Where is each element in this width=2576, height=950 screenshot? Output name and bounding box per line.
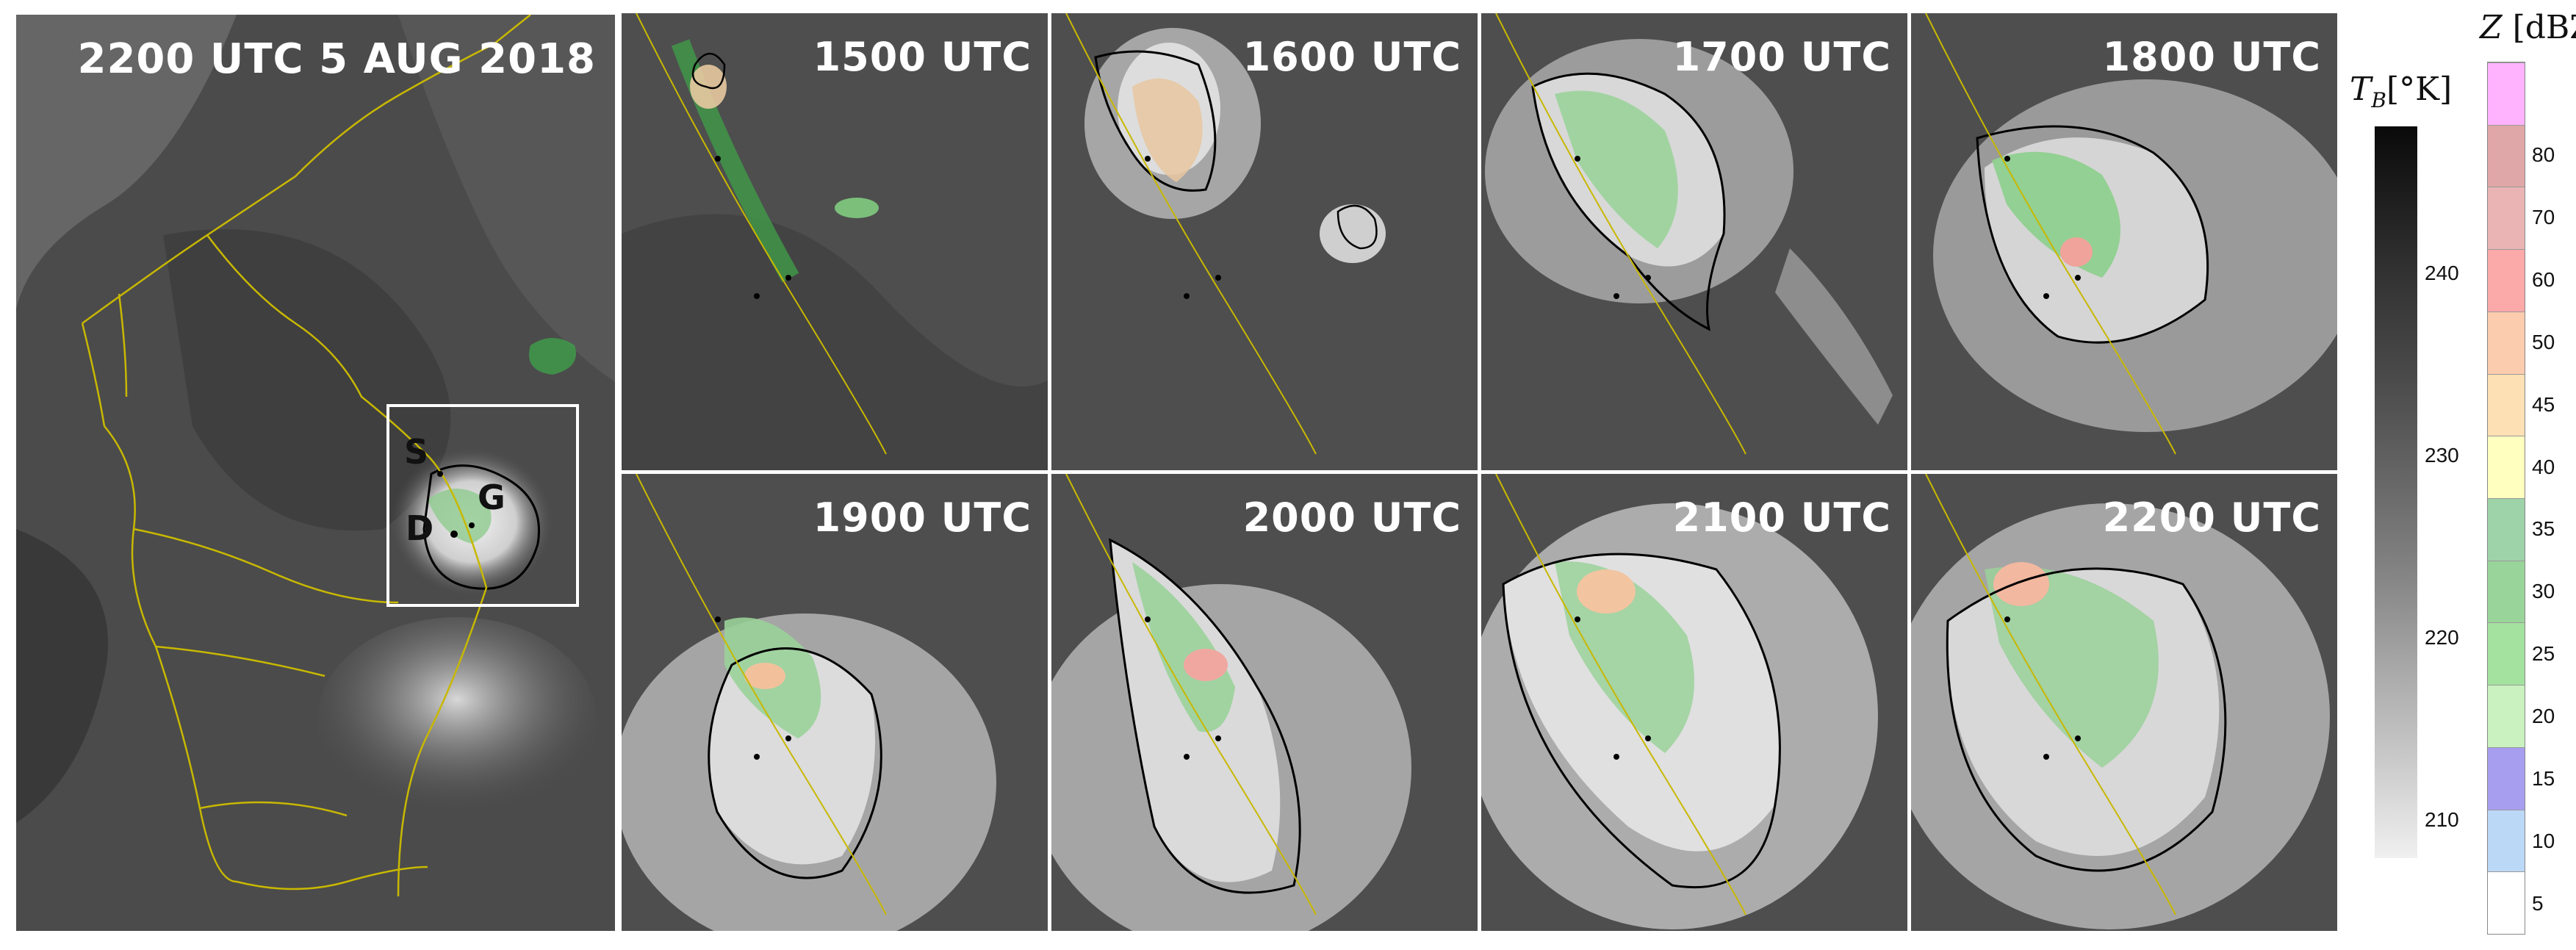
panel-1600-image <box>1051 13 1478 470</box>
panel-1500-image <box>622 13 1048 470</box>
panel-1800: 1800 UTC <box>1911 13 2337 470</box>
z-colorbar-title: Z [dBZ] <box>2480 9 2576 46</box>
z-tick-80: 80 <box>2532 143 2555 167</box>
panel-2100-title: 2100 UTC <box>1672 494 1891 541</box>
tb-tick-230: 230 <box>2425 444 2459 467</box>
z-tick-40: 40 <box>2532 455 2555 478</box>
z-tick-20: 20 <box>2532 705 2555 727</box>
z-tick-10: 10 <box>2532 829 2555 852</box>
panel-2000-image <box>1051 474 1478 931</box>
tb-tick-240: 240 <box>2425 262 2459 284</box>
z-colorbar-segment <box>2488 622 2525 685</box>
z-tick-45: 45 <box>2532 392 2555 416</box>
z-colorbar-segment <box>2488 560 2525 623</box>
panel-2100: 2100 UTC <box>1481 474 1907 931</box>
z-colorbar-segment <box>2488 124 2525 187</box>
panel-1800-image <box>1911 13 2337 470</box>
z-colorbar-segment <box>2488 187 2525 250</box>
panel-2200-image <box>1911 474 2337 931</box>
tb-tick-210: 210 <box>2425 808 2459 831</box>
panel-1600-title: 1600 UTC <box>1242 34 1461 80</box>
z-colorbar-segment <box>2488 809 2525 872</box>
panel-1800-title: 1800 UTC <box>2102 34 2321 80</box>
z-tick-35: 35 <box>2532 517 2555 541</box>
z-tick-15: 15 <box>2532 766 2555 790</box>
z-colorbar-segment <box>2488 436 2525 498</box>
station-label-d: D <box>406 508 434 548</box>
panel-2000: 2000 UTC <box>1051 474 1478 931</box>
z-tick-70: 70 <box>2532 206 2555 229</box>
z-symbol: Z <box>2480 9 2503 46</box>
panel-1900-title: 1900 UTC <box>813 494 1032 541</box>
tb-unit: [°K] <box>2386 71 2453 108</box>
z-colorbar-segment <box>2488 311 2525 374</box>
z-colorbar-segment <box>2488 249 2525 312</box>
station-label-s: S <box>404 432 429 472</box>
z-colorbar-segment <box>2488 871 2525 934</box>
z-tick-30: 30 <box>2532 580 2555 603</box>
panel-1900: 1900 UTC <box>622 474 1048 931</box>
panel-1700: 1700 UTC <box>1481 13 1907 470</box>
tb-colorbar-title: TB[°K] <box>2350 71 2452 112</box>
z-colorbar <box>2487 62 2525 935</box>
z-colorbar-segment <box>2488 685 2525 747</box>
tb-subscript: B <box>2371 87 2386 112</box>
z-tick-5: 5 <box>2532 891 2544 915</box>
panel-1700-image <box>1481 13 1907 470</box>
overview-title: 2200 UTC 5 AUG 2018 <box>77 35 596 83</box>
z-colorbar-segment <box>2488 497 2525 561</box>
panel-2100-image <box>1481 474 1907 931</box>
z-tick-60: 60 <box>2532 268 2555 291</box>
panel-1600: 1600 UTC <box>1051 13 1478 470</box>
z-tick-50: 50 <box>2532 330 2555 353</box>
z-colorbar-segment <box>2488 373 2525 436</box>
z-colorbar-segment <box>2488 62 2525 125</box>
panel-2200-title: 2200 UTC <box>2102 494 2321 541</box>
tb-tick-220: 220 <box>2425 626 2459 649</box>
z-unit: [dBZ] <box>2512 9 2576 46</box>
overview-map: 2200 UTC 5 AUG 2018 S G D <box>16 15 615 931</box>
tb-colorbar <box>2375 126 2417 858</box>
z-tick-25: 25 <box>2532 642 2555 666</box>
panel-2200: 2200 UTC <box>1911 474 2337 931</box>
panel-1700-title: 1700 UTC <box>1672 34 1891 80</box>
overview-map-image <box>16 15 615 931</box>
panel-1500: 1500 UTC <box>622 13 1048 470</box>
station-label-g: G <box>478 478 506 517</box>
z-colorbar-segment <box>2488 746 2525 810</box>
panel-2000-title: 2000 UTC <box>1242 494 1461 541</box>
panel-1500-title: 1500 UTC <box>813 34 1032 80</box>
tb-symbol: T <box>2350 71 2372 108</box>
panel-1900-image <box>622 474 1048 931</box>
